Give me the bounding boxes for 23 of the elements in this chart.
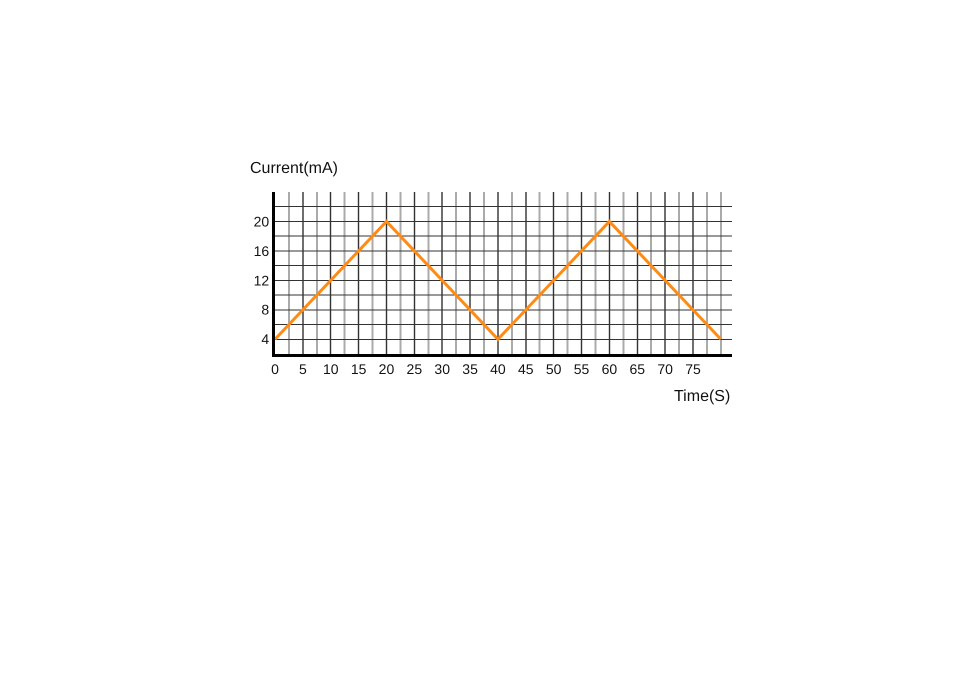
x-tick-label: 45 [518,360,534,377]
x-tick-label: 65 [629,360,646,377]
y-tick-label: 12 [254,272,270,288]
y-axis-title: Current(mA) [250,160,338,177]
x-tick-label: 25 [406,360,422,377]
y-tick-label: 8 [261,302,270,318]
x-axis-title: Time(S) [674,388,730,405]
x-tick-label: 20 [378,360,394,377]
x-tick-label: 5 [298,360,307,377]
y-tick-label: 16 [254,242,270,259]
x-tick-label: 40 [490,360,506,377]
x-tick-label: 15 [350,360,367,377]
x-tick-label: 35 [462,360,478,377]
x-tick-label: 0 [271,360,280,377]
x-tick-label: 30 [434,360,450,377]
y-tick-label: 4 [261,331,270,348]
x-tick-label: 70 [657,360,674,377]
x-tick-label: 10 [322,360,339,377]
x-tick-label: 55 [574,360,590,377]
x-tick-label: 50 [546,360,562,377]
y-tick-label: 20 [254,213,270,230]
x-tick-label: 75 [685,360,701,377]
x-tick-label: 60 [602,360,618,377]
